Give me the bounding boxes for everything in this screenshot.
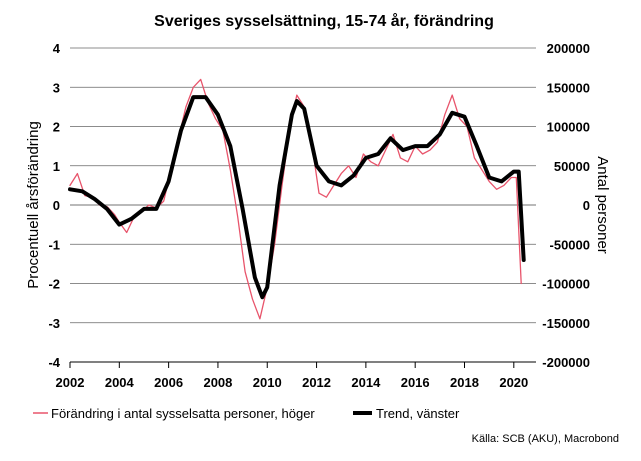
source-note: Källa: SCB (AKU), Macrobond [472, 433, 619, 445]
left-tick-label: -2 [48, 277, 60, 292]
left-tick-label: -3 [48, 316, 60, 331]
left-tick-label: -1 [48, 237, 60, 252]
series-layer [68, 78, 526, 320]
x-tick-label: 2010 [253, 375, 282, 390]
left-tick-label: -4 [48, 355, 60, 370]
gridlines [70, 47, 536, 363]
x-tick-label: 2016 [401, 375, 430, 390]
left-tick-label: 4 [53, 41, 61, 56]
left-axis-ticks: 4 3 2 1 0 -1 -2 -3 -4 [48, 41, 60, 370]
right-axis-label: Antal personer [594, 156, 611, 254]
x-tick-label: 2008 [203, 375, 232, 390]
right-tick-label: 0 [583, 198, 590, 213]
right-tick-label: 200000 [547, 41, 590, 56]
x-axis-ticks: 2002 2004 2006 2008 2010 2012 2014 2016 2018 2020 [56, 361, 536, 390]
right-tick-label: -150000 [542, 316, 590, 331]
left-tick-label: 2 [53, 120, 60, 135]
right-tick-label: -50000 [550, 237, 590, 252]
x-tick-label: 2014 [351, 375, 381, 390]
left-tick-label: 1 [53, 159, 60, 174]
x-tick-label: 2006 [154, 375, 183, 390]
legend-label-series-1: Förändring i antal sysselsatta personer,… [51, 406, 315, 421]
right-axis-ticks: 200000 150000 100000 50000 0 -50000 -100000 -15… [542, 41, 590, 370]
x-tick-label: 2018 [450, 375, 479, 390]
series-line-2 [68, 95, 526, 300]
right-tick-label: 100000 [547, 120, 590, 135]
x-tick-label: 2020 [499, 375, 528, 390]
right-tick-label: 150000 [547, 80, 590, 95]
x-tick-label: 2004 [105, 375, 135, 390]
left-axis-label: Procentuell årsförändring [25, 121, 42, 289]
x-tick-label: 2012 [302, 375, 331, 390]
left-tick-label: 0 [53, 198, 60, 213]
right-tick-label: 50000 [554, 159, 590, 174]
legend-label-series-2: Trend, vänster [376, 406, 460, 421]
left-tick-label: 3 [53, 80, 60, 95]
chart-title: Sveriges sysselsättning, 15-74 år, förän… [154, 12, 494, 30]
right-tick-label: -200000 [542, 355, 590, 370]
x-tick-label: 2002 [56, 375, 85, 390]
right-tick-label: -100000 [542, 277, 590, 292]
